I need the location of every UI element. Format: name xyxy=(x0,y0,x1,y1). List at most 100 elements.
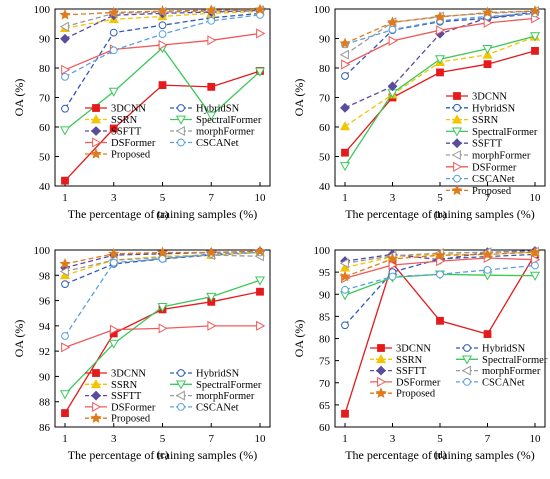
legend-marker xyxy=(375,387,387,398)
data-point-proposed xyxy=(481,248,494,260)
data-point-dsformer xyxy=(158,39,168,51)
legend-item-spectralformer: SpectralFormer xyxy=(170,115,262,126)
data-point-hybridsn xyxy=(341,72,349,80)
series-dsformer xyxy=(341,13,541,70)
data-point-ssrn xyxy=(339,121,351,131)
legend-marker xyxy=(453,174,461,183)
data-point-proposed xyxy=(59,8,71,20)
legend-item-ssftt: SSFTT xyxy=(370,365,427,377)
series-ssrn xyxy=(339,31,541,131)
legend: 3DCNN HybridSN SSRN SpectralFormer SSFTT morp… xyxy=(85,104,262,161)
legend-label: DSFormer xyxy=(111,138,156,149)
x-tick-label: 5 xyxy=(437,192,443,204)
series-line-cscanet xyxy=(64,251,261,337)
y-tick-label: 60 xyxy=(319,122,331,134)
legend-marker xyxy=(376,365,386,376)
y-tick-label: 90 xyxy=(39,371,51,383)
data-point-proposed xyxy=(205,246,217,258)
x-tick-label: 1 xyxy=(62,192,68,204)
legend-marker xyxy=(175,380,187,390)
panel-d: 60 65 70 75 80 85 90 95 100 1 3 5 7 10 The percentage … xyxy=(292,245,548,462)
legend-item-ssrn: SSRN xyxy=(446,114,499,126)
legend-label: SSFTT xyxy=(472,139,503,150)
y-tick-label: 94 xyxy=(39,321,51,333)
data-point-proposed xyxy=(529,246,541,257)
legend-marker xyxy=(90,148,102,159)
y-tick-label: 40 xyxy=(39,181,51,193)
y-tick-label: 100 xyxy=(314,4,331,16)
y-tick-label: 50 xyxy=(39,152,51,164)
legend-label: DSFormer xyxy=(111,402,156,413)
data-point-3dcnn xyxy=(483,60,492,69)
legend-item-cscanet: CSCANet xyxy=(456,377,525,388)
series-spectralformer xyxy=(339,32,541,172)
series-3dcnn xyxy=(341,46,539,157)
x-tick-label: 3 xyxy=(390,192,396,204)
data-point-spectralformer xyxy=(254,67,266,77)
data-point-proposed xyxy=(156,246,169,258)
legend-item-cscanet: CSCANet xyxy=(170,138,239,149)
panel-a: 40 50 60 70 80 90 100 1 3 5 7 10 The percentage of t… xyxy=(12,3,271,221)
data-point-proposed xyxy=(339,37,351,49)
legend-marker xyxy=(92,104,100,112)
legend-item-hybridsn: HybridSN xyxy=(446,103,516,114)
y-tick-label: 92 xyxy=(39,346,50,358)
data-point-proposed xyxy=(254,245,266,257)
data-point-dsformer xyxy=(388,35,398,46)
data-point-morphformer xyxy=(59,266,69,277)
data-point-3dcnn xyxy=(436,68,444,77)
legend-item-spectralformer: SpectralFormer xyxy=(456,355,548,366)
legend-marker xyxy=(451,184,463,196)
legend-item-cscanet: CSCANet xyxy=(170,402,239,413)
legend-item-proposed: Proposed xyxy=(446,184,512,197)
data-point-cscanet xyxy=(388,272,397,281)
legend-item-ssftt: SSFTT xyxy=(85,126,142,138)
legend-item-morphformer: morphFormer xyxy=(446,149,531,162)
data-point-proposed xyxy=(481,6,494,18)
data-point-3dcnn xyxy=(61,176,69,185)
series-line-hybridsn xyxy=(64,251,261,285)
legend-marker xyxy=(92,401,102,412)
data-point-proposed xyxy=(386,252,399,264)
data-point-cscanet xyxy=(341,285,349,294)
data-point-cscanet xyxy=(207,16,216,25)
data-point-3dcnn xyxy=(61,409,69,417)
data-point-ssftt xyxy=(340,102,350,113)
legend-item-ssrn: SSRN xyxy=(85,114,138,126)
legend-marker xyxy=(451,114,463,124)
series-proposed xyxy=(59,245,266,269)
data-point-cscanet xyxy=(388,25,397,34)
data-point-morphformer xyxy=(339,49,349,60)
legend-label: SSRN xyxy=(396,355,423,366)
data-point-proposed xyxy=(434,249,446,261)
legend-marker xyxy=(175,390,185,401)
series-line-morphformer xyxy=(344,251,536,264)
legend-label: morphFormer xyxy=(482,366,541,377)
data-point-proposed xyxy=(156,5,169,16)
legend-marker xyxy=(177,403,185,411)
data-point-3dcnn xyxy=(256,287,264,296)
legend-marker xyxy=(453,92,461,100)
data-point-spectralformer xyxy=(434,55,446,65)
x-tick-label: 1 xyxy=(342,192,348,204)
legend-label: HybridSN xyxy=(196,104,240,115)
legend-item-proposed: Proposed xyxy=(85,148,151,161)
y-axis-label: OA (%) xyxy=(292,320,306,358)
data-point-dsformer xyxy=(256,320,266,331)
legend-item-spectralformer: SpectralFormer xyxy=(170,380,262,391)
legend-label: SpectralFormer xyxy=(482,355,548,366)
x-tick-label: 7 xyxy=(209,433,215,445)
series-dsformer xyxy=(61,320,266,353)
y-tick-label: 100 xyxy=(314,245,331,257)
legend-label: SSRN xyxy=(111,380,138,391)
legend-marker xyxy=(461,365,471,376)
data-point-spectralformer xyxy=(529,271,541,281)
data-point-dsformer xyxy=(388,259,398,271)
y-tick-label: 40 xyxy=(319,181,331,193)
data-point-3dcnn xyxy=(109,124,118,133)
legend-marker xyxy=(453,161,463,172)
x-tick-label: 1 xyxy=(62,433,68,445)
x-tick-label: 10 xyxy=(530,433,542,445)
data-point-spectralformer xyxy=(339,162,351,172)
